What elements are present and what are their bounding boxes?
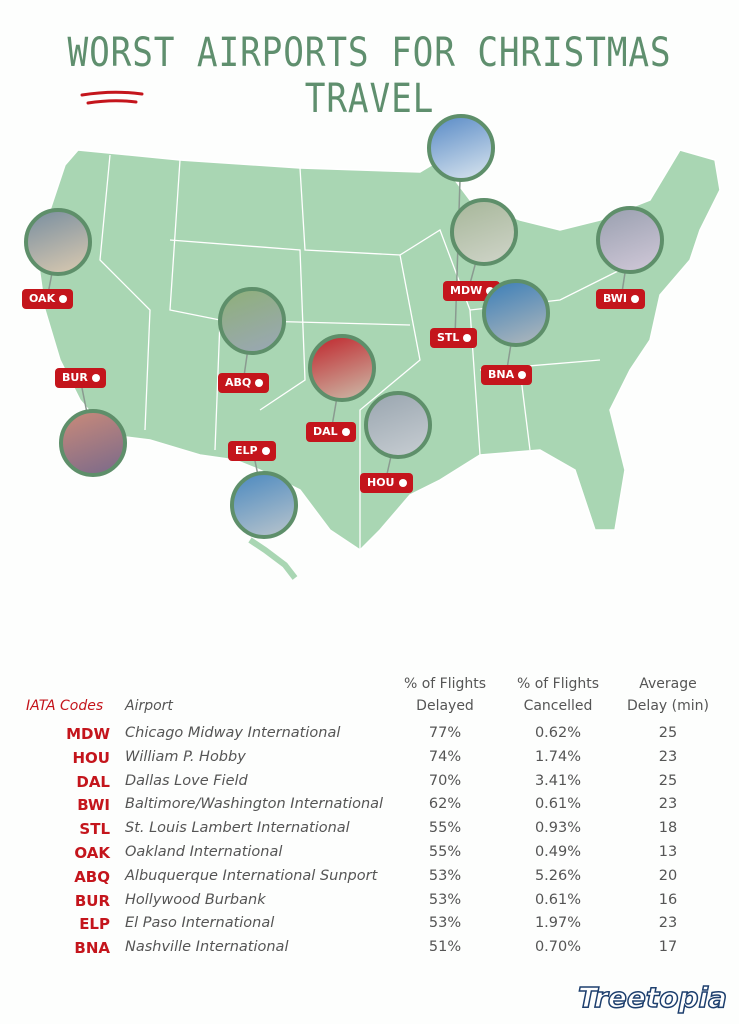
title: WORST AIRPORTS FOR CHRISTMAS TRAVEL [67,30,672,122]
table-cell: 0.62% [534,725,582,741]
table-header: IATA Codes [26,698,104,714]
table-cell: 1.97% [534,915,582,932]
table-cell: 53% [428,891,462,908]
table-cell: 77% [428,725,462,741]
airport-photo [482,279,550,347]
table-cell: 51% [428,939,462,956]
table-cell: St. Louis Lambert International [125,820,350,837]
table-cell: Albuquerque International Sunport [125,867,378,884]
airport-pin: OAK [22,289,74,309]
table-cell: BNA [74,939,110,958]
table-cell: 18 [658,820,678,837]
table-cell: 17 [658,939,678,956]
airport-photo [308,334,376,402]
table-cell: 16 [658,891,678,908]
table-cell: 0.70% [534,939,582,956]
table-cell: 0.93% [534,820,582,837]
table-header: Delay (min) [627,698,709,714]
table-cell: William P. Hobby [125,748,246,765]
table-cell: 53% [428,867,462,884]
table-cell: Oakland International [125,844,283,860]
table-cell: Chicago Midway International [125,725,341,741]
table-cell: 25 [658,725,678,741]
airport-photo [450,198,518,266]
table-cell: MDW [66,725,110,743]
table-cell: OAK [74,844,110,862]
table-cell: 3.41% [534,772,582,789]
airport-photo [59,409,127,477]
table-cell: 55% [428,820,462,837]
table-cell: 5.26% [534,867,582,884]
table-cell: 25 [658,772,678,789]
us-map [37,147,721,580]
table-cell: 0.49% [534,844,582,860]
table-header: Cancelled [523,698,593,714]
table-header: % of Flights [516,676,600,692]
table-cell: Dallas Love Field [125,772,248,789]
airport-pin: BWI [596,289,646,309]
airport-pin: BNA [481,365,533,385]
airport-photo [427,114,495,182]
airport-pin: BUR [55,368,106,388]
airport-photo [364,391,432,459]
table-cell: ABQ [74,867,110,886]
airport-photo [230,471,298,539]
table-cell: 13 [658,844,678,860]
title-underline [80,90,144,105]
table-cell: 23 [658,915,678,932]
table-cell: BWI [77,796,110,815]
table-cell: 53% [428,915,462,932]
table-cell: 0.61% [534,891,582,908]
airport-photo [596,206,664,274]
airport-pin: STL [430,328,478,348]
table-cell: DAL [76,772,110,791]
table-cell: HOU [72,748,111,767]
table-cell: 74% [428,748,462,765]
airport-photo [218,287,286,355]
table-cell: 20 [658,867,678,884]
table-header: % of Flights [403,676,487,692]
table-cell: 23 [658,796,678,813]
airport-photo [24,208,92,276]
state-lines [99,154,621,550]
table-cell: El Paso International [125,915,275,932]
table-cell: 70% [428,772,462,789]
table-cell: 1.74% [534,748,582,765]
brand-logo: Treetopia [577,980,727,1015]
table-cell: Nashville International [125,939,289,956]
table-header: Delayed [416,698,474,714]
hawaii [248,537,298,580]
table-cell: ELP [79,915,110,934]
table-cell: 62% [428,796,462,813]
airport-pin: DAL [306,422,356,442]
airport-pin: ABQ [218,373,270,393]
table-cell: Hollywood Burbank [125,891,266,908]
table-header: Average [639,676,697,692]
table-cell: STL [79,820,110,839]
table-cell: 55% [428,844,462,860]
airport-pin: HOU [360,473,413,493]
airport-pin: ELP [228,441,276,461]
table-cell: 0.61% [534,796,582,813]
table-cell: 23 [658,748,678,765]
table-cell: Baltimore/Washington International [125,796,384,813]
table-cell: BUR [74,891,110,910]
table-header: Airport [125,698,173,714]
